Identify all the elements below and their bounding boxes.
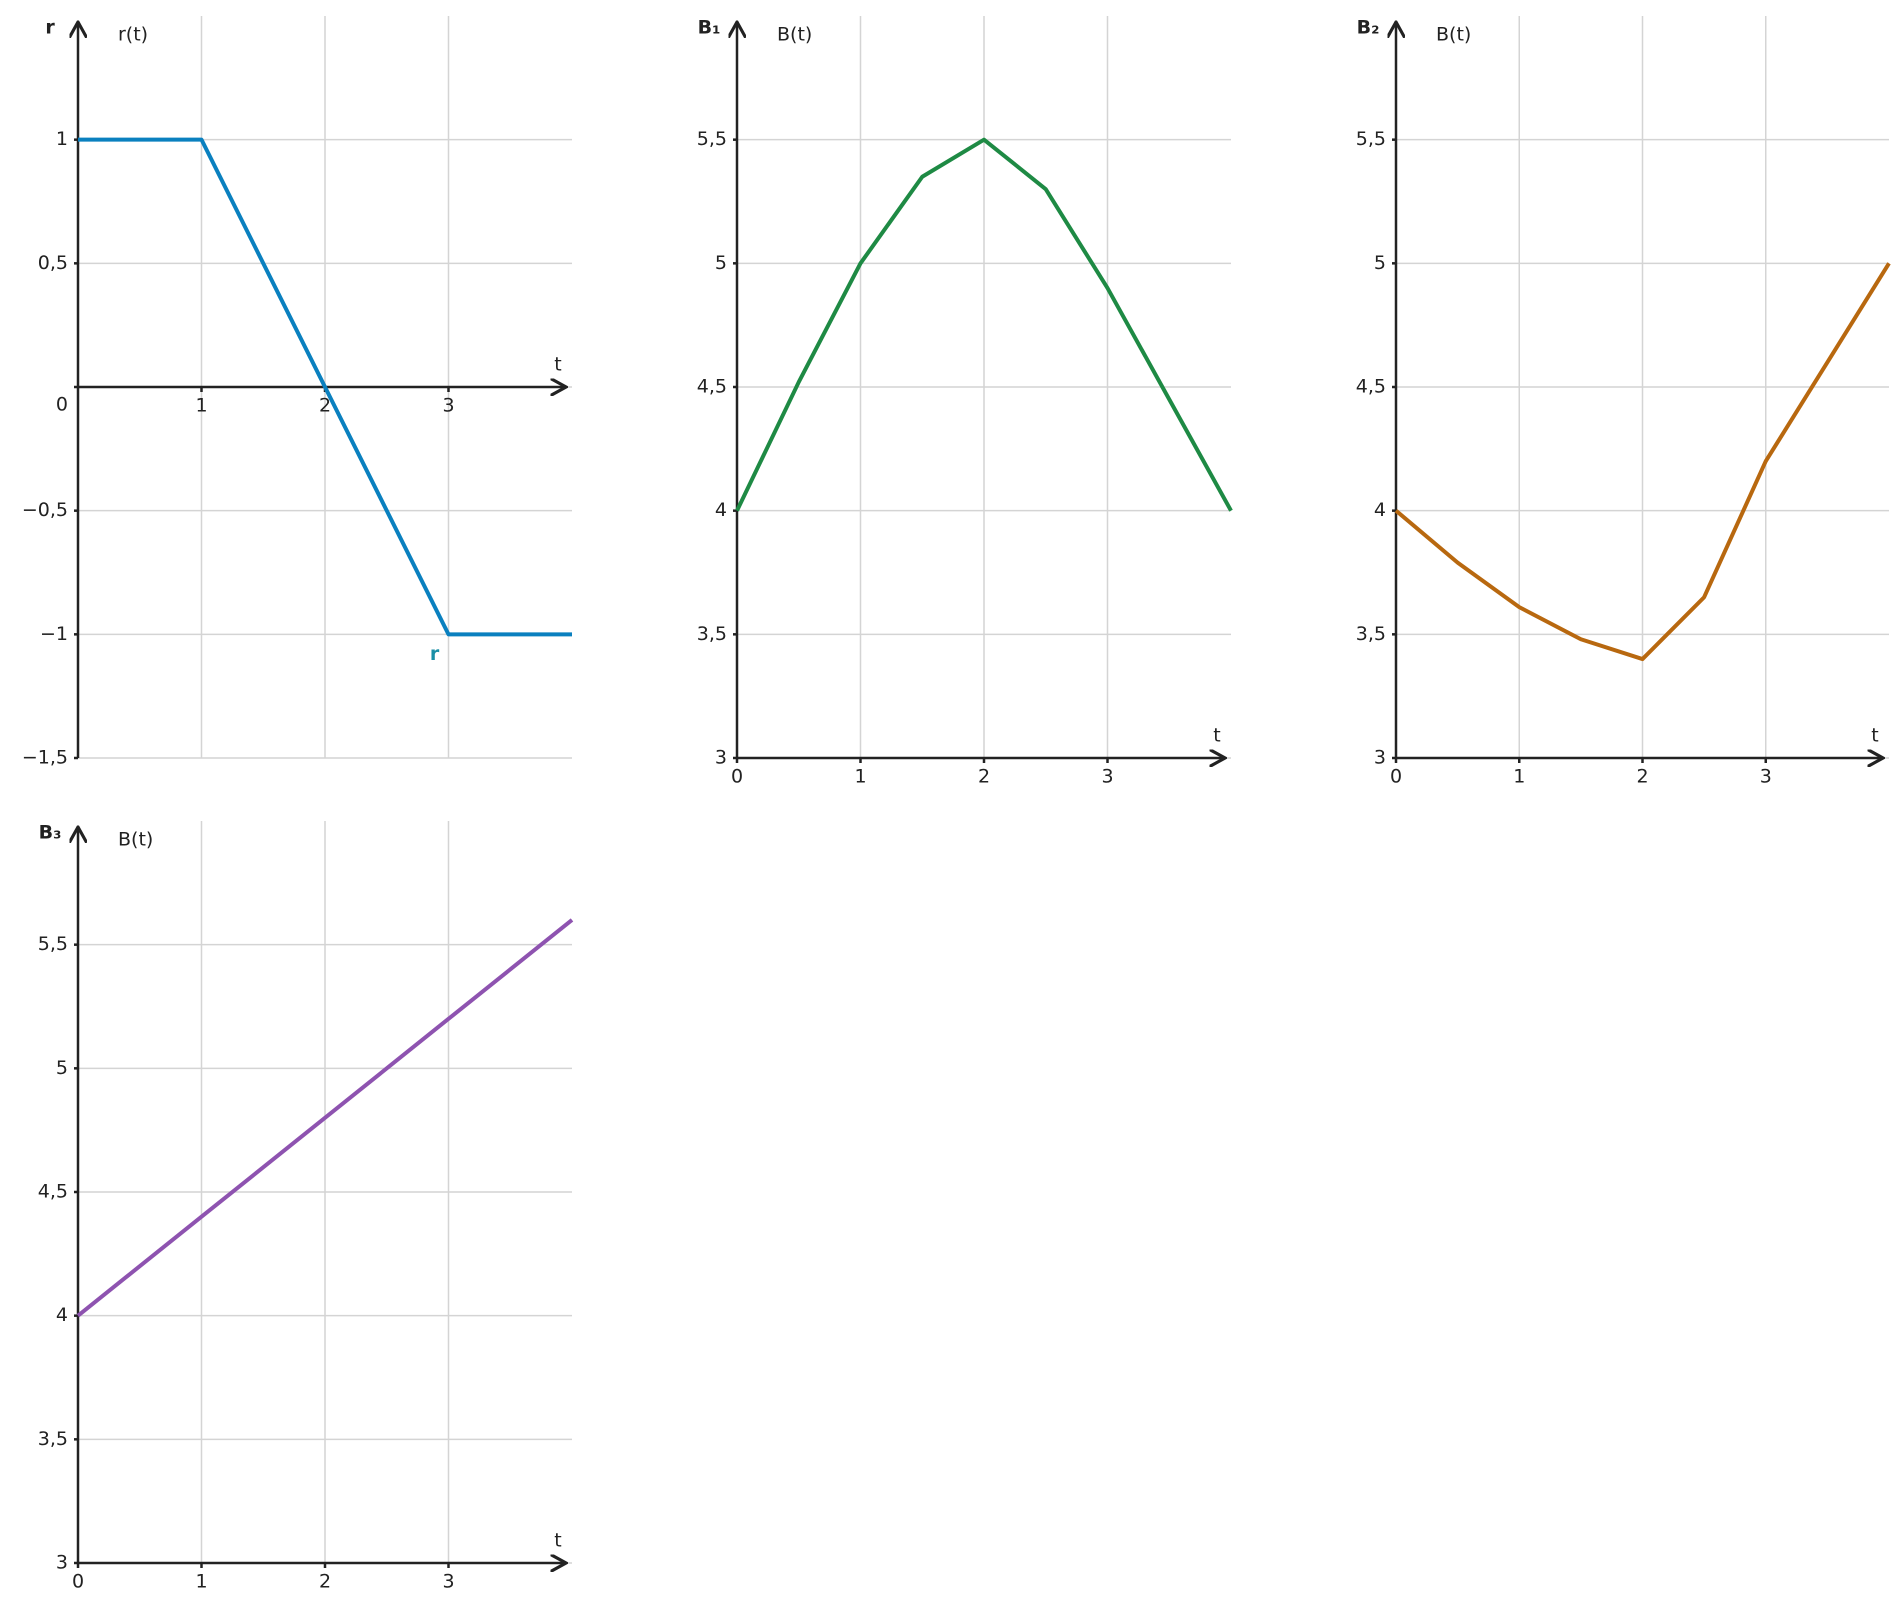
data-line (76, 918, 574, 1318)
y-tick-label: −0,5 (22, 499, 68, 521)
y-tick-label: 3,5 (38, 1428, 68, 1450)
y-tick-label: 0,5 (38, 252, 68, 274)
y-tick-label: 5,5 (697, 128, 727, 150)
y-tick-label: 3,5 (1356, 623, 1386, 645)
y-tick-label: 4 (56, 1304, 68, 1326)
data-line (78, 137, 572, 637)
y-tick-label: 3 (56, 1552, 68, 1574)
y-tick-label: 4 (1374, 499, 1386, 521)
x-tick-label: 0 (1390, 766, 1402, 788)
x-tick-label: 2 (319, 395, 331, 417)
y-axis-label: B(t) (1436, 24, 1471, 46)
y-tick-label: 4,5 (38, 1181, 68, 1203)
x-tick-label: 1 (1513, 766, 1525, 788)
chart-title: r (45, 17, 55, 39)
x-tick-label: 3 (442, 395, 454, 417)
x-tick-label: 2 (319, 1571, 331, 1593)
x-tick-label: 2 (1636, 766, 1648, 788)
chart-title: B₃ (39, 822, 62, 844)
y-axis-label: B(t) (118, 829, 153, 851)
y-tick-label: 5 (56, 1057, 68, 1079)
x-tick-label: 2 (978, 766, 990, 788)
y-tick-label: 3 (1374, 747, 1386, 769)
y-tick-label: 4,5 (697, 376, 727, 398)
x-tick-label: 3 (1760, 766, 1772, 788)
x-tick-label: 3 (442, 1571, 454, 1593)
x-axis-label: t (554, 354, 561, 376)
y-tick-label: 4 (715, 499, 727, 521)
x-axis-label: t (554, 1530, 561, 1552)
y-tick-label: 5 (1374, 252, 1386, 274)
y-axis-label: B(t) (777, 24, 812, 46)
y-tick-label: 3,5 (697, 623, 727, 645)
x-axis-label: t (1213, 725, 1220, 747)
y-tick-label: 5,5 (38, 933, 68, 955)
y-tick-label: 5 (715, 252, 727, 274)
x-tick-label: 0 (72, 1571, 84, 1593)
y-tick-label: 5,5 (1356, 128, 1386, 150)
y-tick-label: 1 (56, 128, 68, 150)
y-tick-label: −1,5 (22, 747, 68, 769)
chart-title: B₂ (1357, 17, 1380, 39)
y-axis-label: r(t) (118, 24, 148, 46)
x-tick-label: 1 (854, 766, 866, 788)
annotation: r (430, 643, 440, 665)
data-line (1394, 262, 1891, 662)
y-tick-label: 3 (715, 747, 727, 769)
data-line (735, 137, 1233, 512)
x-tick-label: 1 (195, 1571, 207, 1593)
y-tick-label: −1 (40, 623, 68, 645)
x-tick-label: 0 (731, 766, 743, 788)
x-tick-label: 1 (195, 395, 207, 417)
chart-title: B₁ (698, 17, 721, 39)
x-tick-label: 3 (1101, 766, 1113, 788)
x-axis-label: t (1871, 725, 1878, 747)
y-tick-label: 4,5 (1356, 376, 1386, 398)
y-tick-label: 0 (56, 394, 68, 416)
